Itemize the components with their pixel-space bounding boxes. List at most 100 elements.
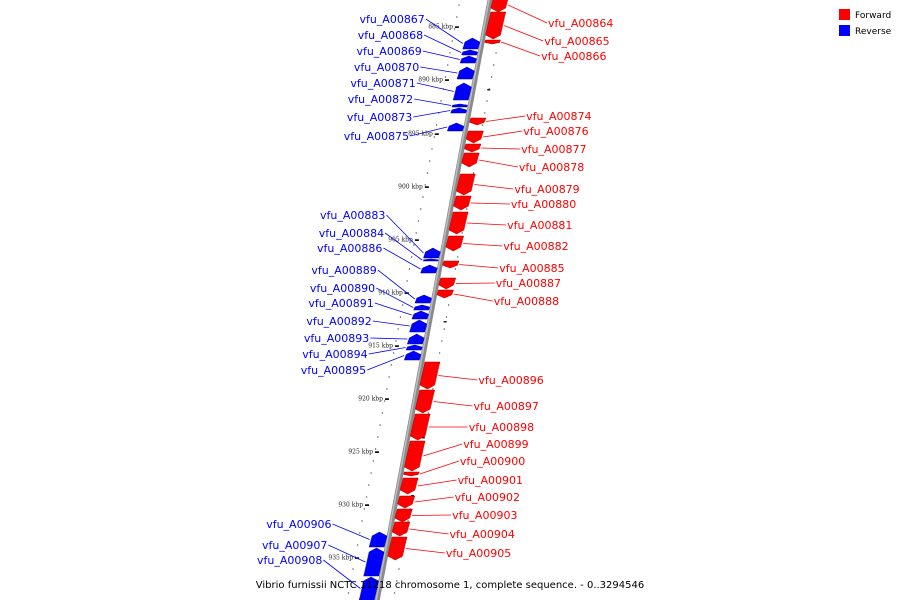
gene-label-vfu_A00883[interactable]: vfu_A00883 [320,209,385,222]
gene-label-vfu_A00908[interactable]: vfu_A00908 [257,554,322,567]
guide-dot [486,100,488,102]
gene-vfu_A00864[interactable] [490,0,509,13]
gene-vfu_A00870[interactable] [456,66,475,80]
gene-vfu_A00905[interactable] [387,536,408,561]
gene-vfu_A00892[interactable] [409,319,428,333]
gene-label-vfu_A00899[interactable]: vfu_A00899 [463,438,528,451]
gene-vfu_A00882[interactable] [445,235,464,252]
gene-label-vfu_A00874[interactable]: vfu_A00874 [526,110,591,123]
gene-vfu_A00883[interactable] [423,247,441,259]
gene-label-vfu_A00888[interactable]: vfu_A00888 [494,295,559,308]
gene-vfu_A00891[interactable] [411,310,429,320]
gene-vfu_A00881[interactable] [448,211,469,235]
gene-vfu_A00866[interactable] [484,39,501,45]
guide-dot [458,4,460,6]
gene-vfu_A00893[interactable] [406,333,425,345]
gene-label-vfu_A00865[interactable]: vfu_A00865 [544,35,609,48]
gene-label-vfu_A00871[interactable]: vfu_A00871 [350,77,415,90]
gene-label-vfu_A00895[interactable]: vfu_A00895 [301,364,366,377]
gene-label-vfu_A00900[interactable]: vfu_A00900 [460,455,525,468]
gene-label-vfu_A00881[interactable]: vfu_A00881 [507,219,572,232]
gene-label-vfu_A00872[interactable]: vfu_A00872 [348,93,413,106]
gene-vfu_A00907[interactable] [363,547,385,577]
gene-vfu_A00869[interactable] [459,55,477,64]
gene-label-vfu_A00879[interactable]: vfu_A00879 [514,183,579,196]
gene-vfu_A00871[interactable] [452,82,472,101]
gene-vfu_A00888[interactable] [436,289,454,299]
gene-label-vfu_A00889[interactable]: vfu_A00889 [311,264,376,277]
gene-vfu_A00896[interactable] [419,361,441,390]
gene-vfu_A00903[interactable] [394,508,413,523]
gene-label-vfu_A00868[interactable]: vfu_A00868 [358,29,423,42]
guide-dot [410,256,413,258]
gene-vfu_A00879[interactable] [456,173,476,196]
gene-label-vfu_A00873[interactable]: vfu_A00873 [347,111,412,124]
gene-shading [450,109,453,112]
gene-vfu_A00890[interactable] [413,304,430,311]
gene-vfu_A00884[interactable] [422,258,439,262]
gene-label-vfu_A00864[interactable]: vfu_A00864 [548,17,613,30]
tick-label: 905 kbp [388,237,413,244]
gene-label-vfu_A00894[interactable]: vfu_A00894 [302,348,367,361]
gene-label-vfu_A00904[interactable]: vfu_A00904 [450,528,515,541]
gene-vfu_A00875[interactable] [447,122,465,132]
gene-vfu_A00908[interactable] [358,576,379,600]
guide-dot [449,52,451,54]
gene-vfu_A00880[interactable] [453,195,472,211]
gene-label-vfu_A00898[interactable]: vfu_A00898 [469,421,534,434]
gene-label-vfu_A00893[interactable]: vfu_A00893 [304,332,369,345]
gene-vfu_A00898[interactable] [409,413,431,441]
gene-label-vfu_A00867[interactable]: vfu_A00867 [359,13,424,26]
gene-label-vfu_A00886[interactable]: vfu_A00886 [317,242,382,255]
gene-label-vfu_A00885[interactable]: vfu_A00885 [499,262,564,275]
gene-label-vfu_A00880[interactable]: vfu_A00880 [511,198,576,211]
gene-label-vfu_A00892[interactable]: vfu_A00892 [306,315,371,328]
gene-label-vfu_A00902[interactable]: vfu_A00902 [455,491,520,504]
gene-vfu_A00901[interactable] [399,477,419,495]
gene-vfu_A00895[interactable] [403,350,422,361]
gene-label-vfu_A00907[interactable]: vfu_A00907 [262,539,327,552]
gene-label-vfu_A00896[interactable]: vfu_A00896 [478,374,543,387]
guide-dot [381,412,384,414]
leader-line [367,355,405,371]
gene-label-vfu_A00870[interactable]: vfu_A00870 [354,61,419,74]
gene-vfu_A00900[interactable] [403,471,420,477]
gene-vfu_A00889[interactable] [414,294,432,304]
gene-vfu_A00886[interactable] [420,264,438,274]
gene-vfu_A00868[interactable] [461,49,478,56]
gene-label-vfu_A00875[interactable]: vfu_A00875 [344,130,409,143]
gene-label-vfu_A00882[interactable]: vfu_A00882 [503,240,568,253]
leader-line [377,269,416,300]
gene-label-vfu_A00869[interactable]: vfu_A00869 [356,45,421,58]
gene-label-vfu_A00906[interactable]: vfu_A00906 [266,518,331,531]
gene-label-vfu_A00891[interactable]: vfu_A00891 [308,297,373,310]
gene-vfu_A00899[interactable] [404,440,426,472]
gene-label-vfu_A00887[interactable]: vfu_A00887 [496,277,561,290]
gene-vfu_A00876[interactable] [465,130,484,144]
gene-vfu_A00897[interactable] [415,389,435,414]
gene-vfu_A00906[interactable] [368,531,388,548]
guide-dot [365,496,368,498]
gene-label-vfu_A00878[interactable]: vfu_A00878 [519,161,584,174]
gene-vfu_A00873[interactable] [450,107,468,114]
gene-vfu_A00865[interactable] [485,11,507,40]
gene-label-vfu_A00890[interactable]: vfu_A00890 [310,282,375,295]
gene-label-vfu_A00905[interactable]: vfu_A00905 [446,547,511,560]
gene-vfu_A00904[interactable] [391,521,411,537]
gene-label-vfu_A00903[interactable]: vfu_A00903 [452,509,517,522]
gene-vfu_A00872[interactable] [451,103,468,108]
gene-vfu_A00878[interactable] [461,152,480,168]
gene-label-vfu_A00866[interactable]: vfu_A00866 [541,50,606,63]
gene-label-vfu_A00876[interactable]: vfu_A00876 [523,125,588,138]
gene-label-vfu_A00901[interactable]: vfu_A00901 [458,474,523,487]
gene-vfu_A00894[interactable] [405,344,423,351]
gene-label-vfu_A00897[interactable]: vfu_A00897 [474,400,539,413]
gene-label-vfu_A00877[interactable]: vfu_A00877 [521,143,586,156]
gene-vfu_A00874[interactable] [469,117,487,126]
gene-vfu_A00902[interactable] [397,495,416,509]
gene-vfu_A00885[interactable] [442,260,460,269]
gene-label-vfu_A00884[interactable]: vfu_A00884 [319,227,384,240]
gene-vfu_A00877[interactable] [464,143,482,153]
gene-vfu_A00867[interactable] [462,37,481,50]
gene-vfu_A00887[interactable] [438,277,457,290]
